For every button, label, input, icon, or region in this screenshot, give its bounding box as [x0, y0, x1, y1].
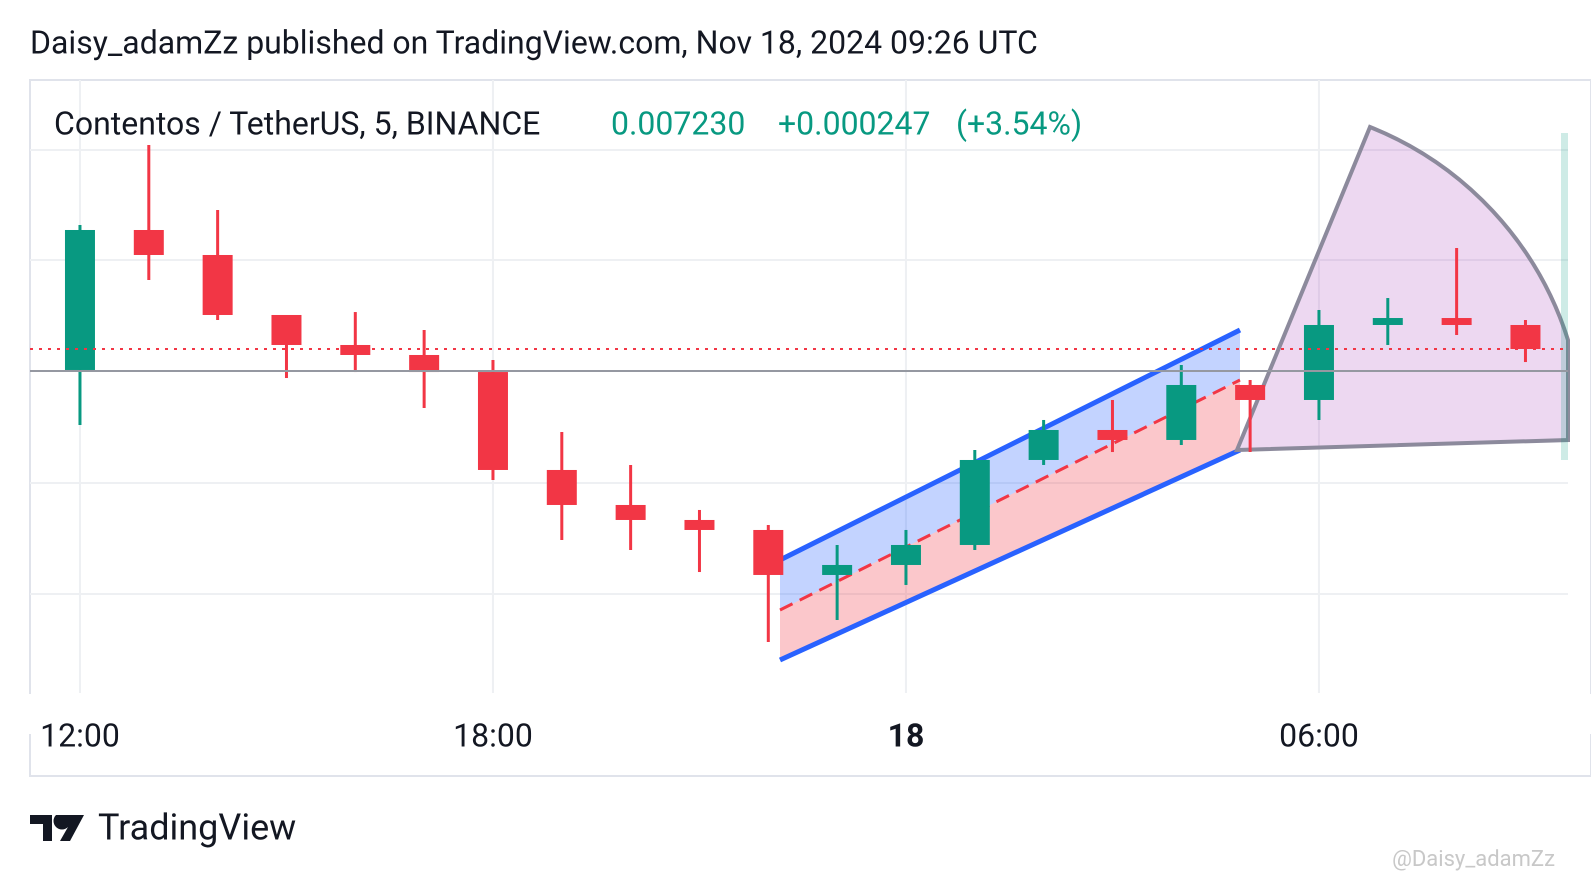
candle-body: [1097, 429, 1128, 440]
candle-body: [64, 229, 95, 370]
channel-upper: [780, 330, 1240, 610]
candle-body: [959, 459, 990, 545]
symbol: Contentos / TetherUS, 5, BINANCE: [54, 104, 540, 142]
chart-frame: [29, 79, 1591, 777]
h-grid: [30, 149, 1568, 595]
last-price: 0.007230: [611, 104, 745, 142]
logo-mark: [30, 815, 84, 841]
candle-body: [890, 544, 921, 565]
candle-body: [1510, 324, 1541, 350]
candle-body: [271, 314, 302, 345]
plot: [30, 144, 1568, 643]
candle-body: [477, 372, 508, 470]
candle-body: [546, 469, 577, 505]
channel-drawing: [778, 327, 1242, 663]
candle-body: [1166, 384, 1197, 440]
candle-body: [684, 519, 715, 530]
x-tick-label: 18:00: [453, 716, 533, 754]
header-title: Daisy_adamZz published on TradingView.co…: [30, 23, 1038, 61]
candle-body: [1235, 384, 1266, 400]
candle-body: [753, 529, 784, 575]
x-tick-label: 18: [888, 716, 925, 754]
edge-strip: [1561, 133, 1568, 460]
channel-bottom: [778, 447, 1242, 663]
channel-top: [778, 327, 1242, 563]
candle-body: [202, 254, 233, 315]
change-pct: (+3.54%): [956, 104, 1082, 142]
candle-body: [822, 564, 853, 575]
axis-mask: [0, 694, 1591, 734]
x-tick-label: 12:00: [40, 716, 120, 754]
candle-body: [1372, 318, 1403, 325]
logo: TradingView: [30, 807, 296, 849]
candle-body: [1441, 318, 1472, 325]
x-tick-label: 06:00: [1279, 716, 1359, 754]
channel-mid: [779, 378, 1241, 612]
channel-lower: [780, 380, 1240, 660]
brand: TradingView: [98, 807, 296, 849]
candle-body: [615, 504, 646, 520]
candle-body: [133, 229, 164, 255]
candle-body: [1028, 429, 1059, 460]
watermark: @Daisy_adamZz: [1392, 847, 1555, 872]
candle-body: [409, 354, 440, 373]
change: +0.000247: [778, 104, 930, 142]
candle-body: [1303, 324, 1334, 400]
